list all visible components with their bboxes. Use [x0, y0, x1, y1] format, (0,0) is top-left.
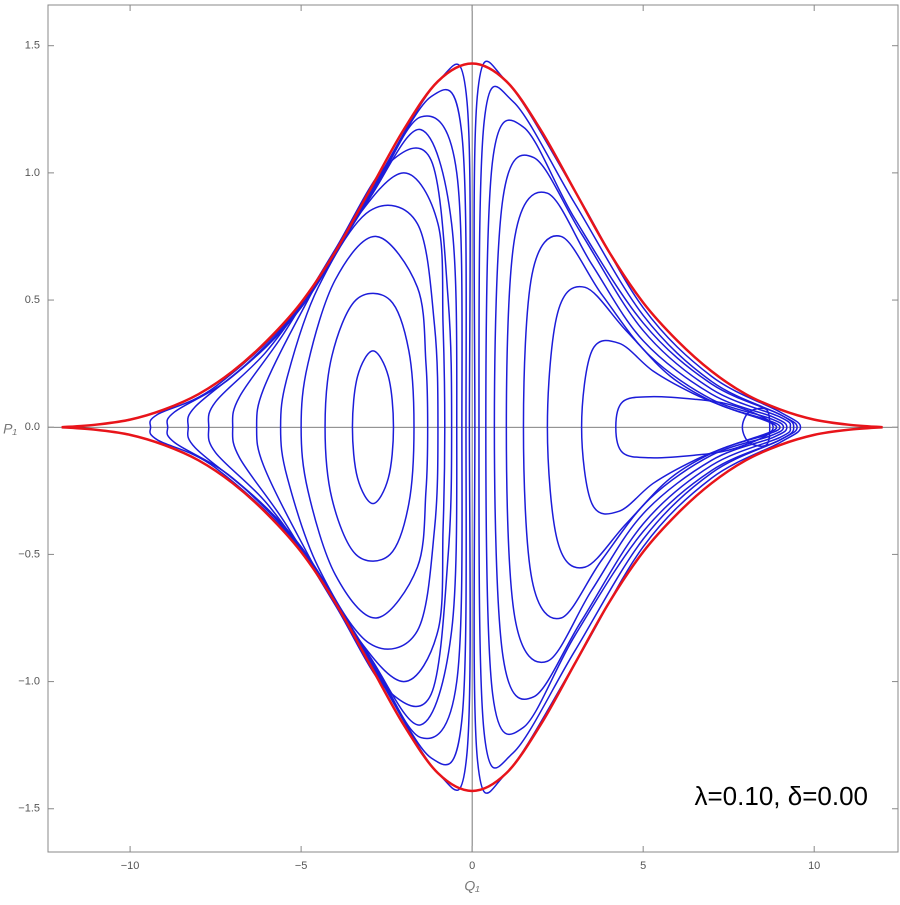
contour-line [149, 63, 471, 791]
y-axis-label: P₁ [3, 421, 17, 437]
contour-line [300, 235, 429, 619]
x-axis-label: Q₁ [464, 878, 480, 894]
x-tick-label: 5 [640, 860, 646, 872]
contour-line [279, 204, 439, 650]
y-tick-label: 0.0 [25, 421, 40, 433]
y-tick-label: 1.5 [25, 40, 40, 52]
contour-line [580, 339, 778, 515]
y-tick-label: −1.0 [18, 675, 40, 687]
contour-line [741, 407, 771, 447]
contour-line [485, 119, 795, 735]
y-tick-label: 1.0 [25, 167, 40, 179]
contour-line [615, 395, 774, 459]
contour-line [61, 425, 883, 793]
contour-line [478, 85, 798, 769]
plot-frame [47, 4, 899, 853]
x-tick-label: 10 [808, 860, 820, 872]
annotation: λ=0.10, δ=0.00 [695, 781, 869, 811]
y-tick-label: −1.5 [18, 803, 40, 815]
y-tick-label: 0.5 [25, 294, 40, 306]
contour-line [522, 235, 785, 620]
x-tick-label: −10 [121, 860, 140, 872]
contour-line [493, 154, 792, 701]
contour-line [324, 292, 415, 562]
x-tick-label: 0 [469, 860, 475, 872]
contour-line [351, 350, 395, 505]
contour-line [546, 285, 781, 569]
contour-line [505, 191, 788, 664]
y-tick-label: −0.5 [18, 548, 40, 560]
contour-line [166, 88, 467, 766]
x-tick-label: −5 [295, 860, 308, 872]
contour-line [61, 62, 883, 429]
